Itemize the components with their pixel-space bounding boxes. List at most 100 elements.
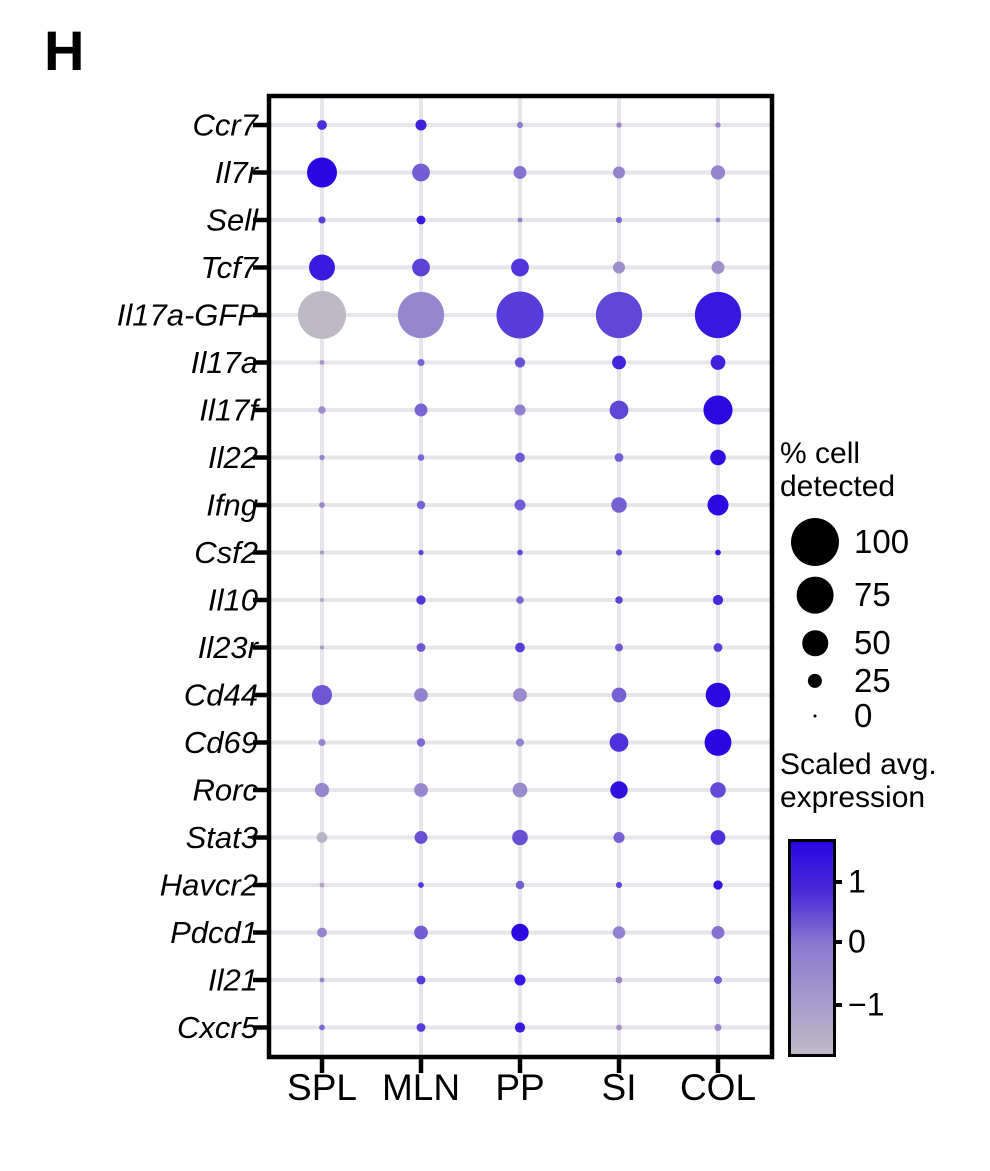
expression-dot-Ccr7-MLN xyxy=(415,119,427,131)
color-legend: Scaled avg. expression 1 0 −1 xyxy=(780,748,986,1068)
size-legend-title: % cell detected xyxy=(780,437,986,503)
panel-label: H xyxy=(44,19,86,82)
expression-dot-Ifng-PP xyxy=(514,499,526,511)
expression-dot-Il10-COL xyxy=(712,594,724,606)
size-legend-dot-icon xyxy=(813,714,817,718)
expression-dot-Il17a-GFP-SI xyxy=(595,291,643,339)
expression-dot-Il17a-MLN xyxy=(417,358,425,367)
expression-dot-Il10-SI xyxy=(615,596,623,604)
expression-dot-Il17a-SI xyxy=(612,355,626,370)
expression-dot-Sell-SI xyxy=(615,216,623,224)
expression-dot-Cd44-SPL xyxy=(311,684,333,706)
tissue-label-SPL: SPL xyxy=(287,1067,357,1108)
expression-dot-Cxcr5-COL xyxy=(714,1023,722,1032)
expression-dot-Cd69-SPL xyxy=(318,738,326,747)
size-legend-dot-icon xyxy=(796,576,834,614)
gene-label-Stat3: Stat3 xyxy=(186,820,258,855)
gene-label-Csf2: Csf2 xyxy=(194,535,258,570)
expression-dot-Tcf7-COL xyxy=(711,261,725,274)
expression-dot-Cd44-MLN xyxy=(414,688,428,702)
expression-dot-Ccr7-SI xyxy=(616,122,622,128)
expression-dot-Tcf7-SPL xyxy=(309,254,335,281)
colorbar-tick-mark xyxy=(833,1003,842,1007)
expression-dot-Tcf7-MLN xyxy=(412,258,430,277)
expression-dot-Csf2-MLN xyxy=(418,549,424,556)
expression-dot-Il21-PP xyxy=(514,974,526,986)
expression-dot-Ifng-SPL xyxy=(319,502,325,508)
expression-dot-Stat3-SI xyxy=(613,831,625,844)
expression-dot-Il17a-SPL xyxy=(319,360,325,365)
expression-dot-Il17f-MLN xyxy=(414,403,428,417)
tissue-label-SI: SI xyxy=(602,1067,637,1108)
gene-label-Havcr2: Havcr2 xyxy=(160,868,258,903)
expression-dot-Stat3-SPL xyxy=(316,832,328,843)
expression-dot-Rorc-MLN xyxy=(414,783,428,797)
expression-dot-Csf2-SI xyxy=(615,549,623,556)
expression-dot-Pdcd1-COL xyxy=(711,926,725,939)
expression-dot-Il7r-SPL xyxy=(307,157,337,188)
size-legend-value: 75 xyxy=(854,576,891,613)
expression-dot-Havcr2-SPL xyxy=(319,882,325,888)
size-legend-dot-icon xyxy=(802,630,828,656)
expression-dot-Havcr2-SI xyxy=(615,881,623,889)
expression-dot-Il10-PP xyxy=(516,596,524,604)
expression-dot-Sell-COL xyxy=(715,217,721,223)
expression-dot-Il17f-SI xyxy=(609,400,629,420)
expression-dot-Tcf7-PP xyxy=(511,258,529,277)
expression-dot-Il7r-SI xyxy=(613,166,625,179)
expression-dot-Il17f-SPL xyxy=(318,406,326,414)
expression-dot-Il22-COL xyxy=(710,449,726,466)
expression-dot-Il21-SI xyxy=(615,976,623,984)
expression-dot-Sell-MLN xyxy=(416,215,426,225)
expression-dot-Ifng-SI xyxy=(611,497,627,513)
color-legend-title-line2: expression xyxy=(780,781,926,814)
expression-dot-Il17f-COL xyxy=(703,395,733,425)
expression-dot-Pdcd1-SPL xyxy=(317,927,327,938)
expression-dot-Il21-SPL xyxy=(319,977,325,983)
gene-label-Ifng: Ifng xyxy=(206,488,258,523)
expression-dot-Cd44-SI xyxy=(611,687,627,703)
expression-dot-Il17a-GFP-SPL xyxy=(298,291,346,339)
gene-label-Tcf7: Tcf7 xyxy=(201,250,260,285)
expression-dot-Csf2-COL xyxy=(715,549,721,556)
tissue-label-PP: PP xyxy=(495,1067,544,1108)
expression-dot-Cxcr5-SPL xyxy=(319,1024,325,1031)
expression-dot-Il10-SPL xyxy=(320,598,324,602)
expression-dot-Cd69-MLN xyxy=(416,738,426,747)
gene-label-Cd44: Cd44 xyxy=(184,678,258,713)
expression-dot-Ccr7-PP xyxy=(516,121,524,129)
expression-dot-Ccr7-SPL xyxy=(317,120,327,130)
gene-label-Rorc: Rorc xyxy=(193,773,259,808)
colorbar-tick-label: −1 xyxy=(848,986,885,1023)
size-legend-value: 50 xyxy=(854,624,891,661)
expression-dot-Il23r-SI xyxy=(615,643,623,652)
colorbar-gradient xyxy=(788,839,836,1057)
expression-dot-Il10-MLN xyxy=(416,595,426,605)
gene-label-Ccr7: Ccr7 xyxy=(193,108,260,143)
expression-dot-Il17a-GFP-MLN xyxy=(397,291,445,339)
expression-dot-Csf2-PP xyxy=(517,549,523,556)
gene-label-Il17a-GFP: Il17a-GFP xyxy=(117,298,259,333)
gene-label-Sell: Sell xyxy=(206,203,259,238)
expression-dot-Ifng-COL xyxy=(707,494,729,516)
size-legend-value: 100 xyxy=(854,523,910,560)
colorbar-tick-label: 0 xyxy=(848,923,866,960)
gene-label-Il21: Il21 xyxy=(208,963,258,998)
expression-dot-Il21-MLN xyxy=(416,975,426,985)
expression-dot-Sell-SPL xyxy=(318,216,326,224)
expression-dot-Il22-PP xyxy=(515,452,525,463)
gene-label-Il22: Il22 xyxy=(208,440,258,475)
gene-label-Cxcr5: Cxcr5 xyxy=(177,1010,259,1045)
expression-dot-Cd69-SI xyxy=(609,733,629,752)
tissue-label-MLN: MLN xyxy=(382,1067,460,1108)
gene-label-Il7r: Il7r xyxy=(215,155,260,190)
color-legend-title-line1: Scaled avg. xyxy=(780,748,937,781)
expression-dot-Havcr2-COL xyxy=(713,880,723,890)
expression-dot-Il7r-COL xyxy=(710,165,726,180)
size-legend-dot-icon xyxy=(807,673,823,689)
expression-dot-Il23r-SPL xyxy=(319,645,325,650)
size-legend-title-line2: detected xyxy=(780,470,896,503)
expression-dot-Havcr2-PP xyxy=(515,880,525,890)
colorbar-tick-mark xyxy=(833,940,842,944)
